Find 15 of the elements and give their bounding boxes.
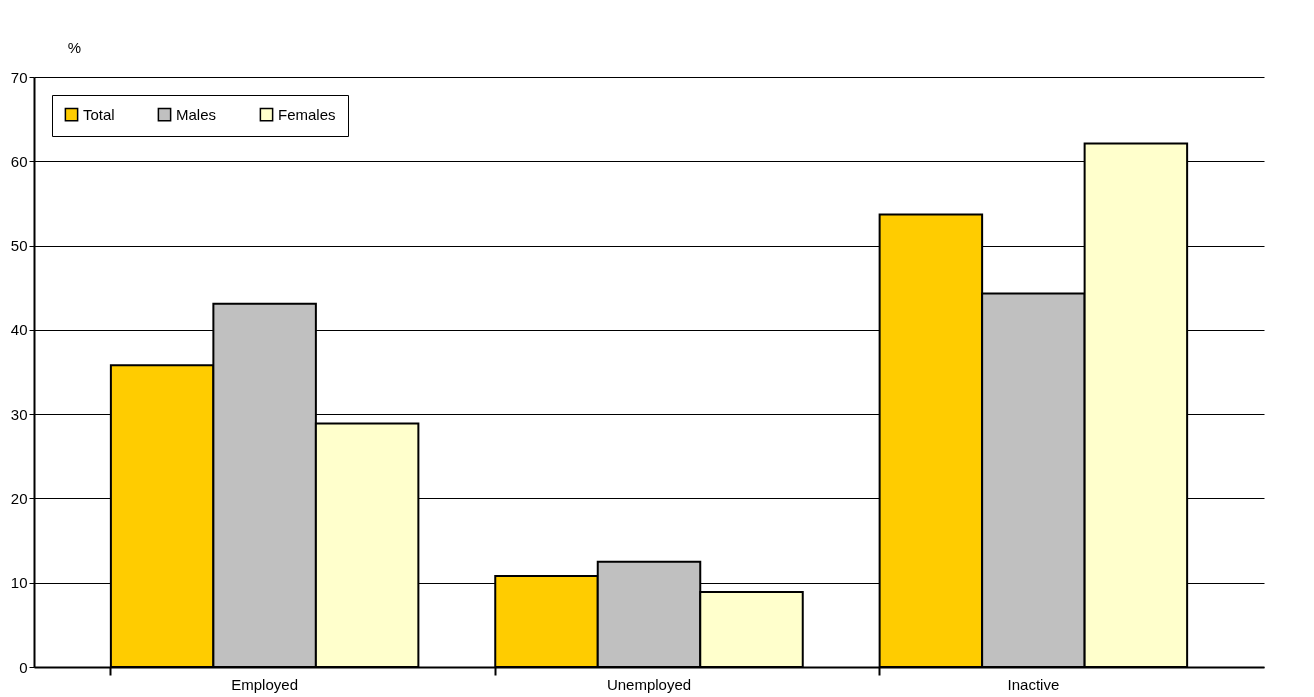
legend-label: Total — [83, 105, 115, 123]
x-tick-label: Unemployed — [606, 675, 692, 693]
y-tick-label: 10 — [10, 574, 28, 592]
legend-label: Males — [176, 105, 217, 123]
y-tick-label: 40 — [10, 321, 28, 339]
x-tick-label: Employed — [231, 675, 298, 693]
y-tick-label: 60 — [10, 152, 28, 170]
y-tick-label: 50 — [10, 237, 28, 255]
legend-label: Females — [278, 105, 336, 123]
y-tick-label: 0 — [19, 658, 28, 676]
y-tick-label: 20 — [10, 489, 28, 507]
y-tick-label: 70 — [10, 68, 28, 86]
y-tick-label: 30 — [10, 405, 28, 423]
y-axis-title: % — [67, 38, 82, 56]
x-tick-label: Inactive — [1007, 675, 1060, 693]
